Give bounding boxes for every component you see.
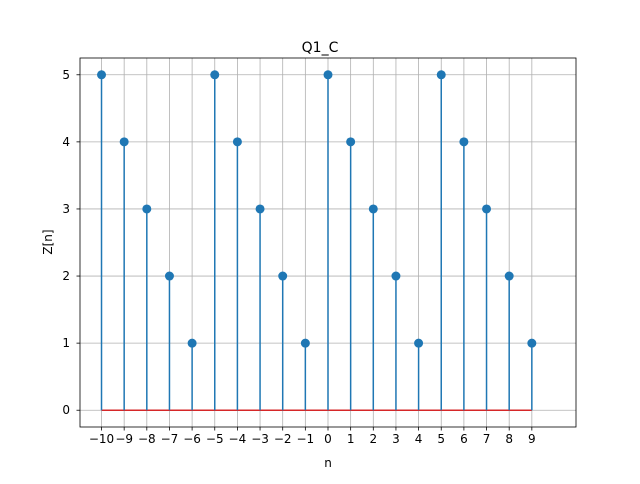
stem-marker [142,204,152,214]
stem-marker [164,271,174,281]
x-tick-label: −1 [297,432,315,446]
stem-markers [97,70,537,348]
y-axis-label: Z[n] [41,229,55,254]
stem-marker [527,338,537,348]
stem-marker [187,338,197,348]
x-tick-label: 5 [437,432,445,446]
y-tick-label: 1 [62,336,70,350]
stem-marker [97,70,107,80]
x-tick-label: −2 [274,432,292,446]
chart-title: Q1_C [302,40,339,56]
stem-marker [482,204,492,214]
x-tick-label: 3 [392,432,400,446]
stem-marker [255,204,265,214]
y-tick-label: 4 [62,135,70,149]
stem-marker [210,70,220,80]
stem-marker [414,338,424,348]
x-tick-label: −9 [115,432,133,446]
x-tick-label: −3 [251,432,269,446]
stem-marker [391,271,401,281]
x-tick-label: 7 [483,432,491,446]
x-tick-label: 6 [460,432,468,446]
stem-marker [119,137,129,147]
stem-marker [368,204,378,214]
x-tick-label: −5 [206,432,224,446]
x-tick-label: −7 [161,432,179,446]
y-tick-label: 3 [62,202,70,216]
x-tick-label: 2 [369,432,377,446]
x-tick-label: 1 [347,432,355,446]
y-tick-label: 5 [62,68,70,82]
x-axis-label: n [324,456,332,470]
stem-marker [300,338,310,348]
x-tick-label: 0 [324,432,332,446]
x-tick-label: −10 [89,432,114,446]
x-tick-label: 4 [415,432,423,446]
stem-marker [232,137,242,147]
stem-marker [459,137,469,147]
stem-lines [100,74,533,411]
y-axis-ticks: 0 1 2 3 4 5 [62,68,80,417]
x-tick-label: 9 [528,432,536,446]
stem-marker [278,271,288,281]
stem-marker [504,271,514,281]
y-tick-label: 2 [62,269,70,283]
x-tick-label: −8 [138,432,156,446]
stem-marker [346,137,356,147]
stem-marker [323,70,333,80]
x-tick-label: 8 [505,432,513,446]
stem-marker [436,70,446,80]
x-axis-ticks: −10 −9 −8 −7 −6 −5 −4 −3 −2 −1 0 1 2 3 4 5 6 7 8 9 [89,427,536,446]
x-tick-label: −4 [229,432,247,446]
x-tick-label: −6 [183,432,201,446]
y-tick-label: 0 [62,403,70,417]
